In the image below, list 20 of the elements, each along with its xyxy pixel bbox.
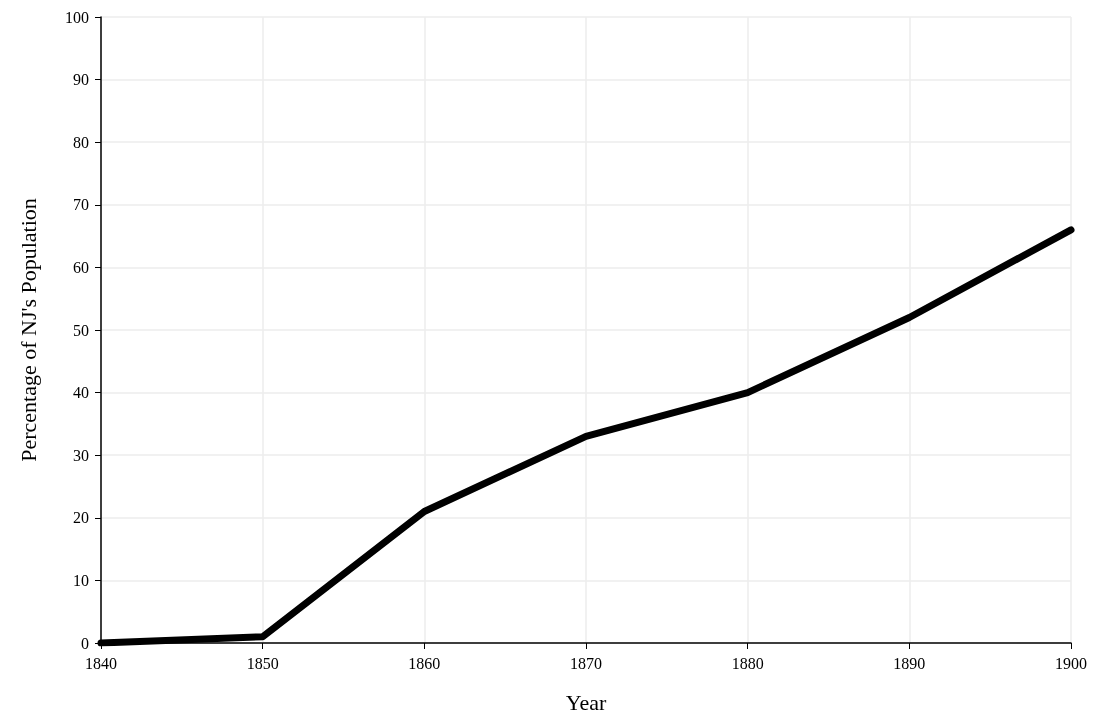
y-tick-label: 10 (73, 571, 89, 589)
x-tick-label: 1860 (408, 654, 441, 672)
y-tick-label: 90 (73, 71, 89, 89)
y-tick-label: 80 (73, 133, 89, 151)
x-tick-label: 1840 (85, 654, 117, 672)
y-tick-label: 60 (73, 258, 89, 276)
y-tick-label: 0 (81, 634, 89, 652)
y-axis-title: Percentage of NJ's Population (15, 198, 41, 462)
y-tick-label: 70 (73, 196, 89, 214)
x-tick-label: 1870 (570, 654, 602, 672)
x-tick-label: 1850 (246, 654, 279, 672)
y-tick-label: 50 (73, 321, 89, 339)
x-tick-label: 1900 (1055, 654, 1087, 672)
y-tick-label: 100 (65, 8, 89, 26)
y-tick-label: 20 (73, 509, 89, 527)
x-axis-title: Year (565, 689, 607, 715)
y-tick-label: 40 (73, 384, 89, 402)
x-tick-label: 1880 (731, 654, 764, 672)
x-tick-label: 1890 (893, 654, 926, 672)
y-tick-label: 30 (73, 446, 89, 464)
